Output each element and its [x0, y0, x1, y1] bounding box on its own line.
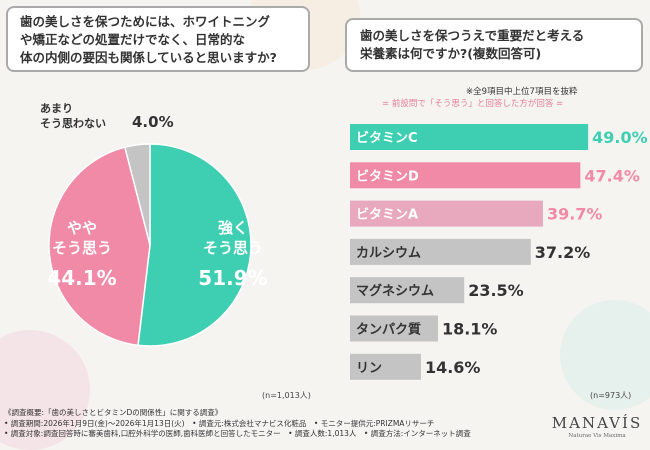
- bar: [350, 238, 531, 265]
- logo-wordmark: MANAVÍS: [551, 414, 643, 432]
- pie-slice-label: そう思う: [203, 239, 263, 257]
- logo-tagline: Naturae Vis Maxima: [568, 433, 626, 439]
- bar-chart: ビタミンC 49.0% ビタミンD 47.4% ビタミンA 39.7% カルシウム 37.2%…: [350, 124, 648, 380]
- bar: [350, 277, 465, 304]
- bar-value-label: 39.7%: [547, 205, 603, 224]
- left-question-line: や矯正などの処置だけでなく、日常的な: [20, 32, 246, 47]
- left-question-line: 歯の美しさを保つためには、ホワイトニング: [20, 14, 271, 29]
- bar: [350, 353, 421, 380]
- extract-note: ※全9項目中上位7項目を抜粋: [466, 87, 578, 97]
- footer-line: 《調査概要:「歯の美しさとビタミンDの関係性」に関する調査》: [4, 408, 223, 417]
- bar-category-label: ビタミンD: [356, 168, 419, 184]
- left-question-line: 体の内側の要因も関係していると思いますか?: [20, 50, 277, 65]
- background-decoration: [560, 300, 650, 410]
- survey-footer: 《調査概要:「歯の美しさとビタミンDの関係性」に関する調査》 • 調査期間:20…: [4, 408, 544, 440]
- bar-category-label: タンパク質: [356, 322, 421, 338]
- bar-category-label: ビタミンC: [356, 130, 418, 146]
- pie-slice: [48, 146, 151, 347]
- left-question-box: [6, 6, 310, 72]
- pie-slice: [123, 143, 151, 246]
- subset-note: = 前設問で「そう思う」と回答した方が回答 =: [382, 99, 564, 109]
- left-question-text: 歯の美しさを保つためには、ホワイトニング や矯正などの処置だけでなく、日常的な …: [20, 13, 305, 67]
- bar-category-label: ビタミンA: [356, 207, 418, 223]
- pie-slice-label: そう思わない: [40, 117, 106, 130]
- footer-line: • 調査対象:調査回答時に審美歯科,口腔外科学の医師,歯科医師と回答したモニター…: [4, 429, 471, 438]
- bar-category-label: リン: [356, 361, 382, 376]
- left-sample-size: (n=1,013人): [262, 391, 311, 400]
- bar-value-label: 37.2%: [535, 243, 591, 262]
- bar-value-label: 23.5%: [468, 281, 524, 300]
- right-question-text: 歯の美しさを保つうえで重要だと考える 栄養素は何ですか?(複数回答可): [360, 27, 640, 63]
- bar: [350, 124, 589, 150]
- footer-line: • 調査期間:2026年1月9日(金)〜2026年1月13日(火) • 調査元:…: [4, 418, 435, 428]
- pie-slice: [137, 143, 252, 347]
- pie-slice-label: あまり: [40, 102, 73, 115]
- bar-value-label: 14.6%: [425, 358, 481, 377]
- bar-category-label: マグネシウム: [356, 283, 434, 299]
- bar: [350, 162, 581, 189]
- bar: [350, 315, 438, 342]
- pie-slice-value: 4.0%: [132, 113, 174, 131]
- right-question-box: [345, 18, 643, 72]
- bar-category-label: カルシウム: [356, 246, 421, 261]
- pie-slice-label: やや: [67, 219, 97, 237]
- bar: [350, 200, 543, 227]
- bar-value-label: 47.4%: [584, 166, 640, 185]
- right-question-line: 栄養素は何ですか?(複数回答可): [360, 46, 542, 61]
- bar-value-label: 18.1%: [442, 320, 498, 339]
- pie-slice-value: 51.9%: [198, 266, 267, 290]
- bar-value-label: 49.0%: [592, 128, 648, 147]
- pie-slice-value: 44.1%: [47, 266, 116, 290]
- right-question-line: 歯の美しさを保つうえで重要だと考える: [360, 28, 585, 43]
- pie-slice-label: そう思う: [52, 239, 112, 257]
- brand-logo: MANAVÍS Naturae Vis Maxima: [548, 414, 646, 439]
- pie-slice-label: 強く: [218, 219, 248, 237]
- right-sample-size: (n=973人): [590, 391, 632, 400]
